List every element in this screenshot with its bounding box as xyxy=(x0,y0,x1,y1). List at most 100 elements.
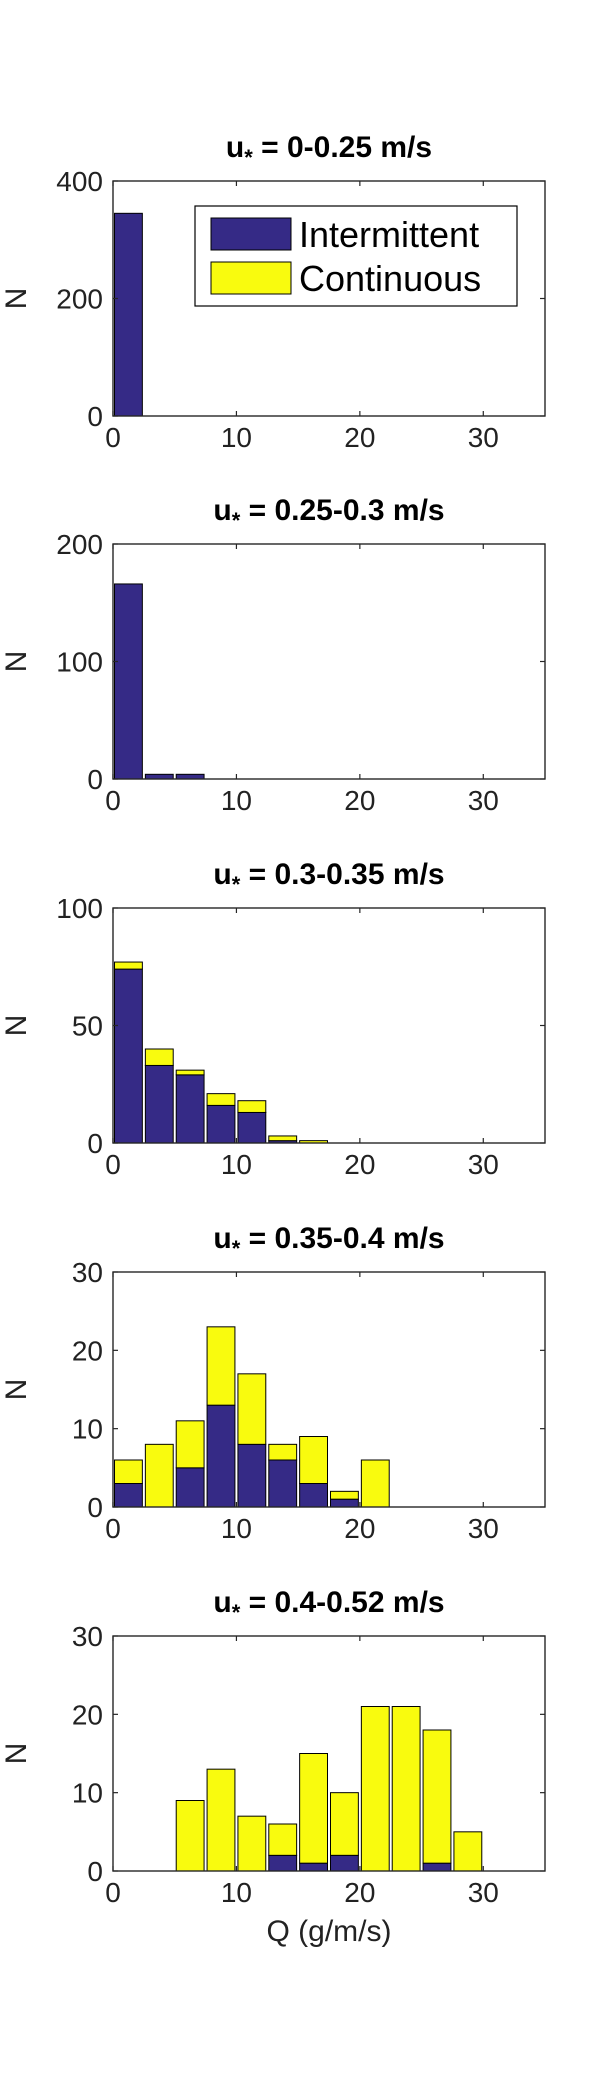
y-tick-label: 200 xyxy=(56,284,103,315)
panel-title: u* = 0.35-0.4 m/s xyxy=(213,1222,444,1261)
bar-intermittent xyxy=(175,1074,205,1144)
bar-continuous xyxy=(330,1792,359,1856)
title-symbol: u xyxy=(213,494,231,527)
bar-intermittent xyxy=(237,1443,267,1508)
bar-intermittent xyxy=(175,1467,205,1508)
y-tick-label: 200 xyxy=(56,529,103,560)
title-subscript: * xyxy=(232,872,241,897)
y-tick-label: 30 xyxy=(72,1621,103,1652)
bar-continuous xyxy=(268,1135,298,1142)
bar-continuous xyxy=(237,1373,267,1445)
y-axis-label: N xyxy=(0,651,33,673)
y-tick-label: 0 xyxy=(87,1128,103,1159)
bar-intermittent xyxy=(144,773,174,780)
x-tick-label: 30 xyxy=(468,785,499,816)
x-tick-label: 30 xyxy=(468,1513,499,1544)
bar-intermittent xyxy=(268,1854,298,1872)
title-range: = 0.25-0.3 m/s xyxy=(240,494,444,527)
bar-intermittent xyxy=(206,1404,236,1508)
bar-intermittent xyxy=(299,1483,328,1508)
bar-intermittent xyxy=(330,1498,359,1508)
bar-continuous xyxy=(237,1100,267,1113)
bar-continuous xyxy=(330,1490,359,1500)
y-tick-label: 100 xyxy=(56,647,103,678)
title-subscript: * xyxy=(232,508,241,533)
title-subscript: * xyxy=(232,1600,241,1625)
title-subscript: * xyxy=(244,145,253,170)
bar-intermittent xyxy=(237,1111,267,1144)
title-symbol: u xyxy=(213,1586,231,1619)
bar-continuous xyxy=(268,1443,298,1461)
y-axis-label: N xyxy=(0,1743,33,1765)
bar-continuous xyxy=(175,1069,205,1076)
x-tick-label: 0 xyxy=(105,1513,121,1544)
x-tick-label: 20 xyxy=(344,1877,375,1908)
axes-box xyxy=(112,1271,546,1508)
legend-swatch-continuous xyxy=(210,261,292,295)
histogram-panel: u* = 0-0.25 m/s 0 10 20 30 0 200 400 N Intermitte… xyxy=(0,131,546,453)
x-tick-label: 0 xyxy=(105,785,121,816)
x-tick-label: 0 xyxy=(105,1149,121,1180)
y-axis-label: N xyxy=(0,1015,33,1037)
bar-intermittent xyxy=(114,1483,143,1508)
bar-continuous xyxy=(360,1706,390,1872)
bar-intermittent xyxy=(206,1104,236,1144)
panel-title: u* = 0.4-0.52 m/s xyxy=(213,1586,444,1625)
y-tick-label: 20 xyxy=(72,1699,103,1730)
bar-continuous xyxy=(175,1800,205,1872)
y-tick-label: 400 xyxy=(56,166,103,197)
x-axis-label: Q (g/m/s) xyxy=(267,1915,392,1948)
x-tick-label: 10 xyxy=(221,785,252,816)
legend-label-intermittent: Intermittent xyxy=(299,214,479,255)
y-tick-label: 20 xyxy=(72,1335,103,1366)
x-tick-label: 20 xyxy=(344,1513,375,1544)
histogram-panel: u* = 0.25-0.3 m/s 0 10 20 30 0 100 200 N xyxy=(0,494,546,816)
y-tick-label: 0 xyxy=(87,401,103,432)
title-symbol: u xyxy=(213,1222,231,1255)
title-range: = 0.4-0.52 m/s xyxy=(240,1586,444,1619)
bar-intermittent xyxy=(268,1459,298,1508)
bar-intermittent xyxy=(422,1862,452,1872)
legend-swatch-intermittent xyxy=(210,217,292,251)
bar-intermittent xyxy=(299,1862,328,1872)
bar-continuous xyxy=(391,1706,421,1872)
bar-intermittent xyxy=(330,1854,359,1872)
panel-title: u* = 0-0.25 m/s xyxy=(226,131,432,170)
x-tick-label: 10 xyxy=(221,1877,252,1908)
panel-title: u* = 0.3-0.35 m/s xyxy=(213,858,444,897)
bar-continuous xyxy=(453,1831,483,1872)
x-tick-label: 0 xyxy=(105,422,121,453)
x-tick-label: 20 xyxy=(344,785,375,816)
y-tick-label: 0 xyxy=(87,764,103,795)
panel-title: u* = 0.25-0.3 m/s xyxy=(213,494,444,533)
bar-continuous xyxy=(206,1768,236,1872)
bar-continuous xyxy=(206,1326,236,1406)
histogram-panel: u* = 0.3-0.35 m/s 0 10 20 30 0 50 100 N xyxy=(0,858,546,1180)
title-range: = 0.35-0.4 m/s xyxy=(240,1222,444,1255)
bar-intermittent xyxy=(114,968,143,1144)
y-axis-label: N xyxy=(0,288,33,310)
bar-continuous xyxy=(114,961,143,970)
bar-continuous xyxy=(299,1436,328,1484)
bar-continuous xyxy=(237,1815,267,1872)
y-tick-label: 100 xyxy=(56,893,103,924)
bar-continuous xyxy=(206,1093,236,1106)
histogram-panel: u* = 0.35-0.4 m/s 0 10 20 30 0 10 20 30 N xyxy=(0,1222,546,1544)
y-tick-label: 30 xyxy=(72,1257,103,1288)
x-tick-label: 30 xyxy=(468,1149,499,1180)
y-tick-label: 50 xyxy=(72,1011,103,1042)
x-tick-label: 30 xyxy=(468,422,499,453)
x-tick-label: 10 xyxy=(221,422,252,453)
x-tick-label: 20 xyxy=(344,422,375,453)
title-symbol: u xyxy=(213,858,231,891)
bar-continuous xyxy=(175,1420,205,1469)
bar-intermittent xyxy=(114,583,143,780)
title-symbol: u xyxy=(226,131,244,164)
title-range: = 0.3-0.35 m/s xyxy=(240,858,444,891)
bar-continuous xyxy=(144,1048,174,1066)
y-tick-label: 10 xyxy=(72,1778,103,1809)
histogram-panel: u* = 0.4-0.52 m/s 0 10 20 30 0 10 20 30 N Q (g/m/s… xyxy=(0,1586,546,1948)
axes-box xyxy=(112,1635,546,1872)
